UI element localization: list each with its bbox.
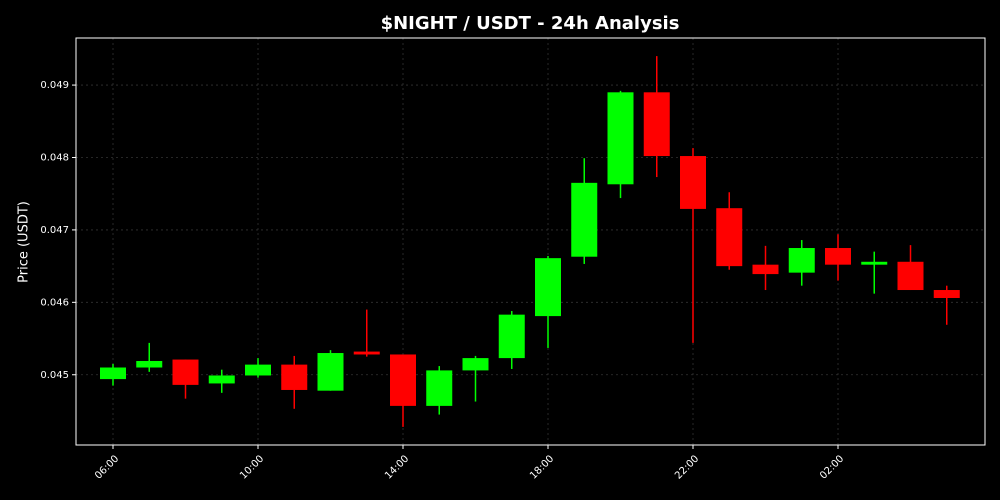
candle-body xyxy=(825,248,851,265)
candle-body xyxy=(788,248,815,273)
candle-body xyxy=(426,370,453,406)
grid xyxy=(76,38,985,445)
candle-body xyxy=(861,261,888,265)
candle-body xyxy=(317,353,344,391)
candle-body xyxy=(353,351,380,355)
candles xyxy=(100,56,960,427)
candle-body xyxy=(643,92,670,157)
candle-body xyxy=(716,208,743,267)
candle-body xyxy=(136,360,163,368)
y-axis-label: Price (USDT) xyxy=(17,201,32,283)
y-tick-label: 0.048 xyxy=(40,152,69,163)
candle-body xyxy=(752,264,779,275)
candle-body xyxy=(571,182,598,257)
candle-body xyxy=(498,314,525,359)
chart-title: $NIGHT / USDT - 24h Analysis xyxy=(381,13,680,34)
y-tick-label: 0.049 xyxy=(40,80,69,91)
candle-body xyxy=(897,261,924,291)
plot-frame xyxy=(75,37,986,446)
candle-body xyxy=(535,258,561,317)
candle-body xyxy=(281,364,308,390)
candle-body xyxy=(607,92,634,185)
candle-body xyxy=(245,364,271,376)
candle-body xyxy=(933,290,960,298)
candle-body xyxy=(100,367,126,380)
y-tick-label: 0.045 xyxy=(40,370,69,381)
y-tick-label: 0.047 xyxy=(40,225,69,236)
candle-body xyxy=(208,375,235,384)
candle-body xyxy=(680,156,706,209)
candle-body xyxy=(462,358,489,371)
y-tick-label: 0.046 xyxy=(40,297,69,308)
candle-body xyxy=(390,354,416,406)
candle-body xyxy=(172,359,199,385)
